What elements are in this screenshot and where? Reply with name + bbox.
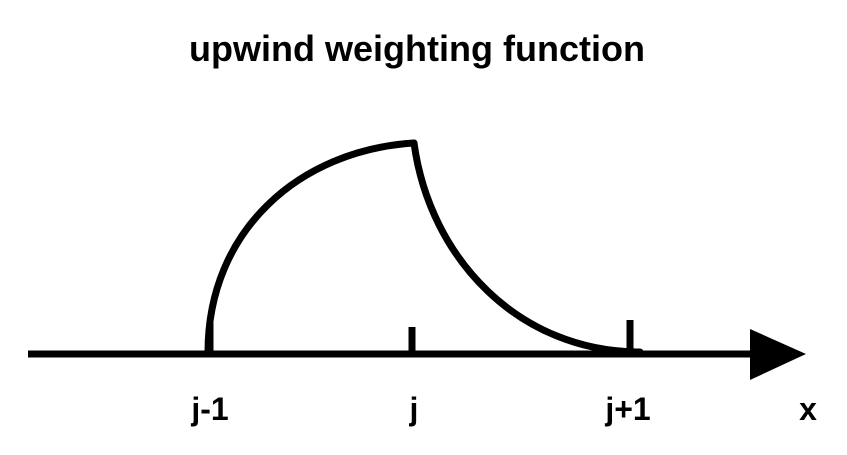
tick-label-j-minus-1: j-1 — [190, 391, 228, 427]
weighting-curve-rising — [204, 139, 418, 356]
tick-label-j: j — [409, 391, 419, 427]
weighting-curve-falling — [410, 139, 644, 356]
x-axis-label: x — [799, 391, 817, 427]
tick-label-j-plus-1: j+1 — [604, 391, 650, 427]
diagram-title: upwind weighting function — [189, 28, 645, 69]
x-axis-arrowhead — [750, 329, 806, 380]
